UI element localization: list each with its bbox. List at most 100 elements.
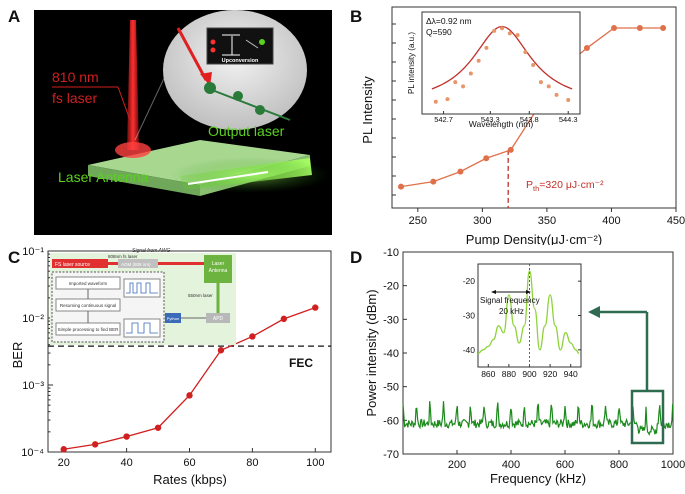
- inset-x-tick-label: 900: [522, 369, 536, 379]
- inset-linewidth: Δλ=0.92 nm: [426, 16, 472, 26]
- inset-y-tick-label: -30: [463, 311, 476, 321]
- x-tick-label: 600: [556, 459, 574, 471]
- y-axis-label: Power intensity (dBm): [364, 289, 379, 416]
- inset-data-point: [554, 92, 559, 97]
- aom-box: [118, 259, 158, 268]
- data-point: [430, 178, 437, 185]
- output-beam-core: [187, 171, 269, 185]
- y-tick-label: -10: [383, 247, 399, 259]
- x-axis-label: Pump Density(μJ·cm⁻²): [466, 232, 602, 245]
- y-tick-label: 10⁻¹: [22, 246, 44, 258]
- threshold-label: Pth=320 μJ·cm⁻²: [526, 179, 604, 193]
- bubble-pump-arrow: [176, 27, 208, 81]
- inset-data-point: [453, 80, 458, 85]
- y-tick-label: -30: [383, 314, 399, 326]
- inset-data-point: [433, 99, 438, 104]
- panel-b: B 250 300 350 400 450 Pth=320 μJ·cm⁻² Pump D…: [342, 0, 685, 247]
- fs-laser-source-label: FS laser source: [55, 262, 90, 268]
- inset-x-tick-label: 860: [481, 369, 495, 379]
- inset-data-point: [566, 98, 571, 103]
- data-point: [660, 25, 667, 31]
- signal-frequency-label: Signal frequency: [480, 296, 540, 305]
- y-axis-label: PL Intensity: [360, 76, 375, 144]
- panel-c: C 20 40 60 80 100 10⁻⁴ 10⁻³ 10⁻² 10⁻¹ FEC Rates…: [0, 245, 340, 489]
- inset-data-point: [507, 31, 512, 36]
- y-tick-label: 10⁻²: [22, 313, 44, 325]
- inset-y-tick-label: -20: [463, 276, 476, 286]
- panel-a-illustration: Upconversion 810 nm fs laser Output lase…: [8, 7, 332, 235]
- x-tick-label: 40: [120, 457, 132, 469]
- data-point: [483, 155, 490, 162]
- fs-laser-source-box: [52, 259, 108, 268]
- zoom-arrow-icon: [588, 306, 600, 318]
- antenna-label-line1: Laser: [212, 261, 225, 267]
- step-resuming-signal: Resuming continuous signal: [60, 303, 116, 308]
- data-point: [611, 25, 618, 31]
- antenna-label-line2: Antenna: [209, 268, 228, 274]
- data-point: [91, 441, 99, 448]
- inset-x-tick-label: 940: [564, 369, 578, 379]
- ber-thumb: [123, 318, 161, 338]
- fec-label: FEC: [289, 356, 313, 370]
- inset-data-point: [531, 63, 536, 67]
- inset-x-tick-label: 920: [543, 369, 557, 379]
- y-tick-label: -60: [383, 415, 399, 427]
- x-tick-label: 800: [610, 459, 628, 471]
- data-point: [123, 433, 130, 440]
- step-imported-waveform: Imported waveform: [69, 281, 108, 286]
- x-tick-label: 250: [409, 215, 427, 227]
- y-tick-label: 10⁻⁴: [21, 447, 44, 459]
- inset-data-point: [484, 45, 489, 50]
- upconversion-caption: Upconversion: [222, 58, 259, 64]
- data-point: [249, 333, 256, 340]
- panel-c-chart: C 20 40 60 80 100 10⁻⁴ 10⁻³ 10⁻² 10⁻¹ FEC Rates…: [8, 246, 332, 487]
- inset-x-tick-label: 542.7: [434, 115, 453, 124]
- awg-label: Signal from AWG: [132, 248, 170, 254]
- inset-data-point: [515, 33, 520, 38]
- aom-label: AOM (808 nm): [121, 262, 151, 267]
- y-axis-label: BER: [10, 342, 25, 369]
- x-tick-label: 20: [58, 457, 70, 469]
- inset-frame: [477, 263, 582, 368]
- panel-letter-b: B: [350, 7, 362, 26]
- python-label: Python: [167, 316, 179, 321]
- step-find-ber: Simple processing to find BER: [58, 327, 120, 332]
- particle: [204, 82, 216, 94]
- data-point: [583, 45, 590, 52]
- laser-wavelength-label: 810 nm: [52, 69, 99, 85]
- spectrum-line: [402, 401, 674, 437]
- panel-d-chart: D 200 400 600 800 1000 -70 -60 -50 -40 -30 -20 -10…: [350, 247, 685, 486]
- data-point: [457, 168, 464, 175]
- inset-data-point: [538, 80, 543, 85]
- x-tick-label: 300: [473, 215, 491, 227]
- pump-beam-label: 808nm fs laser: [108, 254, 138, 259]
- inset-data-point: [492, 28, 497, 33]
- inset-data-point: [500, 26, 504, 31]
- x-tick-label: 80: [246, 457, 258, 469]
- y-tick-label: -20: [383, 281, 399, 293]
- x-tick-label: 400: [602, 215, 620, 227]
- inset-data-point: [546, 84, 551, 89]
- output-laser-label: Output laser: [208, 123, 285, 139]
- inset-x-label: Wavelength (nm): [469, 119, 534, 129]
- upconversion-diagram: [206, 27, 274, 65]
- setup-schematic: FS laser source 808nm fs laser Signal fr…: [50, 248, 236, 345]
- pump-spot: [115, 142, 151, 158]
- output-beam-label: 550nm laser: [188, 293, 213, 298]
- y-tick-label: -70: [383, 449, 399, 461]
- panel-letter-c: C: [8, 248, 20, 267]
- x-tick-label: 400: [502, 459, 520, 471]
- laser-antenna-label: Laser Antenna: [58, 169, 149, 185]
- inset-data-point: [476, 58, 481, 63]
- laser-type-label: fs laser: [52, 90, 97, 106]
- x-tick-label: 350: [538, 215, 556, 227]
- antenna-box: [204, 255, 232, 283]
- data-point: [507, 146, 514, 153]
- data-point: [186, 392, 193, 399]
- inset-data-point: [461, 84, 466, 89]
- data-point: [154, 424, 162, 431]
- panel-b-chart: B 250 300 350 400 450 Pth=320 μJ·cm⁻² Pump D…: [350, 6, 685, 247]
- data-point: [636, 25, 643, 31]
- x-axis-label: Frequency (kHz): [490, 471, 586, 486]
- inset-y-label: PL intensity (a.u.): [407, 32, 416, 94]
